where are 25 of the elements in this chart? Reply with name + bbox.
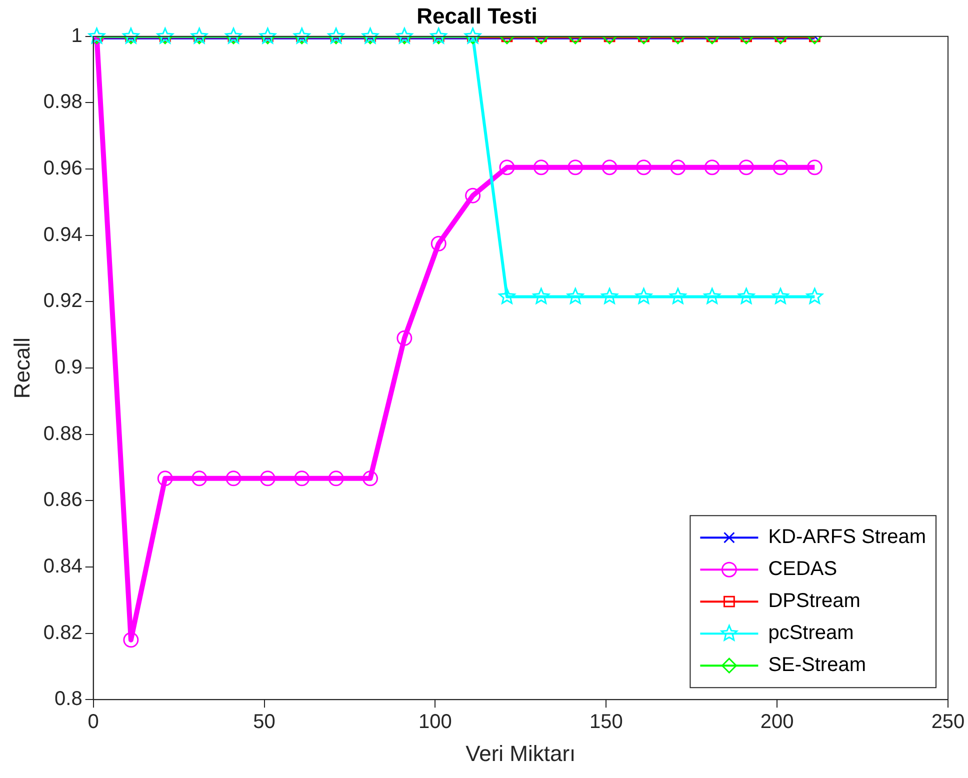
legend-label: SE-Stream: [768, 654, 866, 676]
y-axis-title: Recall: [9, 337, 34, 399]
x-tick-label: 50: [253, 711, 276, 734]
y-tick-label: 0.86: [43, 489, 82, 512]
y-tick-label: 0.9: [54, 356, 82, 379]
y-tick-label: 0.94: [43, 224, 82, 246]
y-tick-label: 1: [71, 24, 82, 47]
y-tick-label: 0.8: [54, 688, 82, 710]
y-tick-label: 0.84: [43, 555, 82, 578]
x-tick-label: 0: [88, 711, 99, 734]
chart-title: Recall Testi: [416, 3, 538, 28]
y-tick-label: 0.82: [43, 622, 82, 644]
y-tick-label: 0.92: [43, 290, 82, 312]
legend-label: CEDAS: [768, 558, 838, 580]
x-tick-label: 250: [931, 711, 965, 734]
x-tick-label: 150: [589, 711, 623, 734]
x-axis-title: Veri Miktarı: [466, 740, 576, 766]
x-tick-label: 200: [760, 711, 794, 734]
y-tick-label: 0.88: [43, 422, 82, 445]
x-tick-label: 100: [418, 711, 452, 734]
y-tick-label: 0.96: [43, 158, 82, 180]
legend-label: pcStream: [768, 622, 854, 644]
legend-label: KD-ARFS Stream: [768, 526, 926, 548]
legend-label: DPStream: [768, 590, 860, 612]
y-tick-label: 0.98: [43, 91, 82, 114]
